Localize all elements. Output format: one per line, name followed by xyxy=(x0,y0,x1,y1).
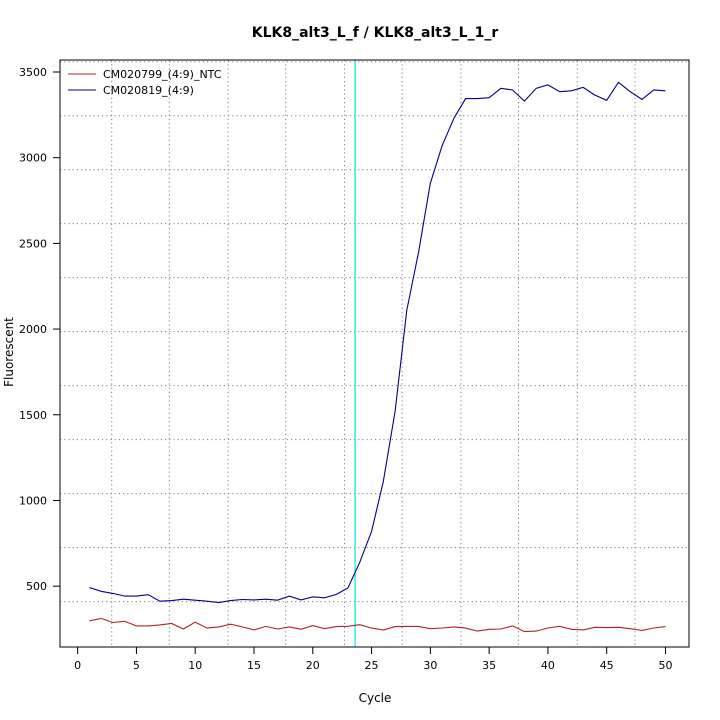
x-tick-label: 40 xyxy=(541,659,555,672)
x-axis: 0 5 10 15 20 25 30 35 40 45 50 xyxy=(74,646,672,672)
legend-label: CM020799_(4:9)_NTC xyxy=(103,68,222,81)
y-tick-label: 2500 xyxy=(19,237,47,250)
x-tick-label: 5 xyxy=(133,659,140,672)
y-tick-label: 2000 xyxy=(19,323,47,336)
y-axis: 500 1000 1500 2000 2500 3000 3500 xyxy=(19,66,61,593)
chart-title: KLK8_alt3_L_f / KLK8_alt3_L_1_r xyxy=(252,25,499,41)
y-tick-label: 1500 xyxy=(19,409,47,422)
y-tick-label: 500 xyxy=(26,580,47,593)
x-tick-label: 10 xyxy=(188,659,202,672)
x-tick-label: 35 xyxy=(482,659,496,672)
grid-lines xyxy=(60,60,689,647)
legend-label: CM020819_(4:9) xyxy=(103,84,194,97)
x-tick-label: 45 xyxy=(600,659,614,672)
y-tick-label: 3000 xyxy=(19,152,47,165)
series-line-2 xyxy=(89,81,666,604)
y-tick-label: 1000 xyxy=(19,494,47,507)
x-tick-label: 30 xyxy=(423,659,437,672)
y-tick-label: 3500 xyxy=(19,66,47,79)
x-tick-label: 15 xyxy=(247,659,261,672)
x-axis-label: Cycle xyxy=(359,691,392,705)
plot-frame xyxy=(59,59,690,648)
x-tick-label: 50 xyxy=(658,659,672,672)
legend: CM020799_(4:9)_NTC CM020819_(4:9) xyxy=(68,68,222,97)
series-line-1 xyxy=(89,617,666,633)
x-tick-label: 20 xyxy=(306,659,320,672)
x-tick-label: 25 xyxy=(365,659,379,672)
series-layer xyxy=(89,81,666,633)
y-axis-label: Fluorescent xyxy=(2,317,16,387)
x-tick-label: 0 xyxy=(74,659,81,672)
